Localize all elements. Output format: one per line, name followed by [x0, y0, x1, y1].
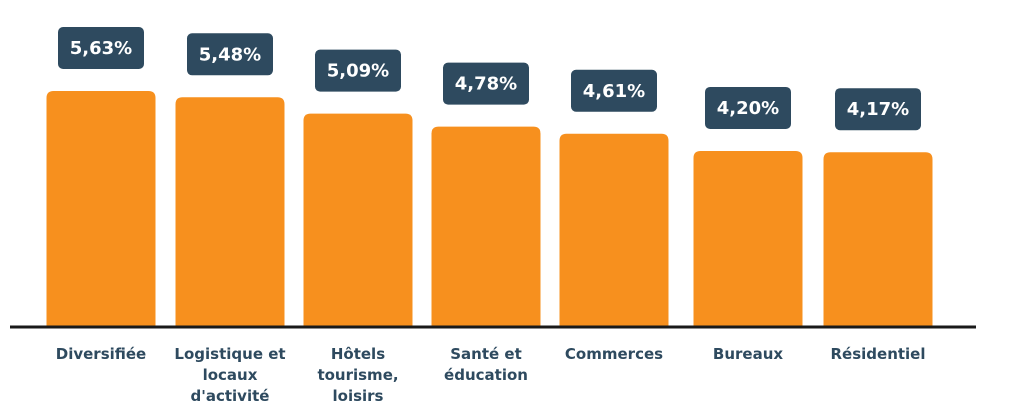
value-label-0: 5,63%: [70, 38, 132, 59]
value-label-2: 5,09%: [327, 61, 389, 82]
bar-6: [823, 152, 933, 327]
category-label-0: Diversifiée: [56, 345, 146, 363]
value-label-1: 5,48%: [199, 44, 261, 65]
value-badge-5: [705, 86, 791, 129]
bar-5: [693, 150, 803, 327]
category-label-4: Commerces: [565, 345, 663, 363]
bar-3: [431, 126, 541, 327]
value-label-6: 4,17%: [847, 99, 909, 120]
category-label-3: Santé et éducation: [444, 345, 528, 384]
value-badge-3: [443, 62, 529, 105]
bar-0: [46, 91, 156, 327]
value-label-3: 4,78%: [455, 74, 517, 95]
value-badge-1: [187, 33, 273, 76]
value-badge-2: [315, 49, 401, 92]
category-label-2: Hôtels tourisme, loisirs: [317, 345, 398, 405]
bar-1: [175, 97, 285, 327]
bar-2: [303, 113, 413, 327]
category-label-5: Bureaux: [713, 345, 783, 363]
value-label-5: 4,20%: [717, 98, 779, 119]
value-label-4: 4,61%: [583, 81, 645, 102]
bar-4: [559, 133, 669, 327]
category-label-6: Résidentiel: [830, 345, 925, 363]
value-badge-0: [58, 27, 144, 69]
value-badge-6: [835, 88, 921, 131]
value-badge-4: [571, 69, 657, 112]
category-label-1: Logistique et locaux d'activité: [174, 345, 285, 405]
